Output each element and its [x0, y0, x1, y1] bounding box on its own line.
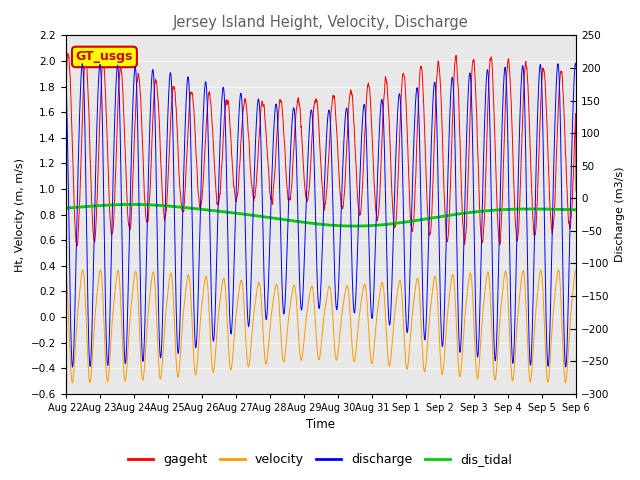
discharge — [572, 60, 579, 66]
discharge — [508, 327, 515, 333]
gageht — [508, 105, 515, 111]
velocity — [68, 380, 76, 385]
velocity — [572, 267, 580, 273]
Y-axis label: Ht, Velocity (m, m/s): Ht, Velocity (m, m/s) — [15, 157, 25, 272]
velocity — [508, 367, 515, 372]
dis_tidal — [563, 207, 570, 213]
Title: Jersey Island Height, Velocity, Discharge: Jersey Island Height, Velocity, Discharg… — [173, 15, 468, 30]
velocity — [61, 267, 69, 273]
Line: gageht: gageht — [65, 53, 576, 246]
dis_tidal — [280, 216, 287, 222]
dis_tidal — [120, 202, 127, 207]
dis_tidal — [351, 223, 358, 229]
gageht — [280, 130, 287, 136]
discharge — [120, 336, 128, 342]
Line: discharge: discharge — [65, 63, 576, 367]
discharge — [68, 364, 76, 370]
discharge — [572, 63, 580, 69]
dis_tidal — [150, 202, 158, 208]
discharge — [61, 66, 69, 72]
X-axis label: Time: Time — [307, 419, 335, 432]
discharge — [258, 161, 266, 167]
gageht — [120, 119, 128, 124]
gageht — [563, 170, 570, 176]
gageht — [64, 50, 72, 56]
Legend: gageht, velocity, discharge, dis_tidal: gageht, velocity, discharge, dis_tidal — [123, 448, 517, 471]
velocity — [563, 377, 570, 383]
Text: GT_usgs: GT_usgs — [76, 50, 133, 63]
gageht — [73, 243, 81, 249]
gageht — [61, 177, 69, 182]
velocity — [280, 359, 287, 365]
Line: velocity: velocity — [65, 270, 576, 383]
velocity — [258, 300, 266, 306]
Y-axis label: Discharge (m3/s): Discharge (m3/s) — [615, 167, 625, 263]
dis_tidal — [258, 214, 266, 219]
dis_tidal — [61, 205, 69, 211]
dis_tidal — [572, 207, 580, 213]
gageht — [572, 188, 580, 193]
gageht — [258, 101, 266, 107]
velocity — [150, 273, 158, 278]
discharge — [280, 311, 287, 316]
discharge — [150, 85, 158, 91]
velocity — [572, 267, 580, 273]
dis_tidal — [508, 206, 515, 212]
dis_tidal — [128, 202, 136, 207]
discharge — [563, 361, 570, 367]
velocity — [120, 370, 128, 376]
gageht — [150, 87, 158, 93]
Line: dis_tidal: dis_tidal — [65, 204, 576, 226]
